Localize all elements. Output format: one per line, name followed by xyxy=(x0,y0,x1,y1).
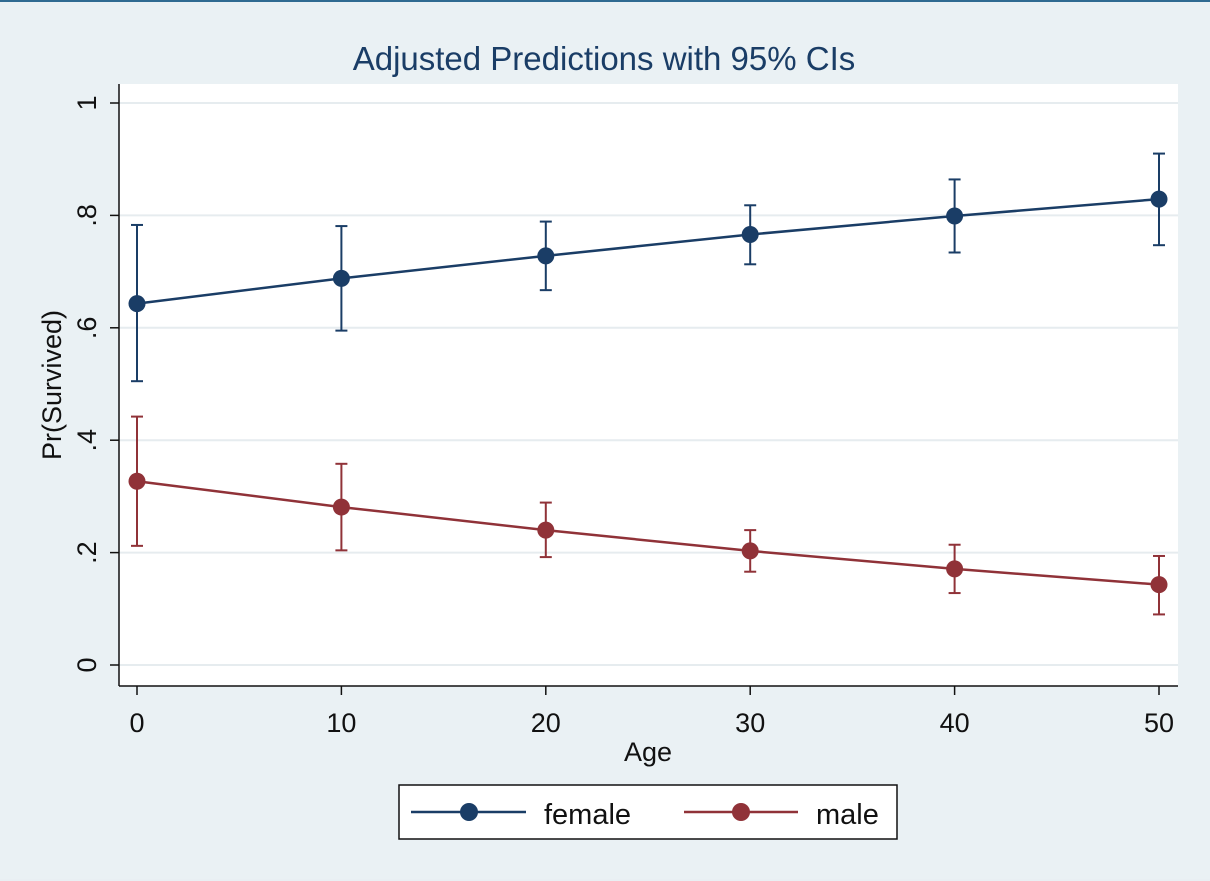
data-points xyxy=(128,190,1168,594)
data-point-male xyxy=(1150,576,1168,594)
y-axis-title: Pr(Survived) xyxy=(37,310,67,460)
plot-area xyxy=(119,84,1178,686)
series-line-female xyxy=(136,197,1160,305)
data-point-male xyxy=(128,472,146,490)
data-point-male xyxy=(741,542,759,560)
legend-marker-male xyxy=(732,803,750,821)
legend-marker-female xyxy=(460,803,478,821)
y-tick-label: 0 xyxy=(72,657,102,672)
chart-title: Adjusted Predictions with 95% CIs xyxy=(353,40,856,77)
data-point-female xyxy=(946,207,964,225)
y-tick-label: .8 xyxy=(72,204,102,227)
x-tick-label: 30 xyxy=(735,708,765,738)
grid-lines xyxy=(119,102,1178,666)
legend-label-female: female xyxy=(544,799,631,831)
x-tick-label: 40 xyxy=(940,708,970,738)
data-point-female xyxy=(1150,190,1168,208)
x-tick-label: 50 xyxy=(1144,708,1174,738)
x-ticks: 0 10 20 30 40 50 xyxy=(129,686,1174,738)
axes xyxy=(118,84,1178,687)
series-line-male xyxy=(136,479,1160,586)
data-point-male xyxy=(537,521,555,539)
data-point-male xyxy=(332,498,350,516)
x-axis-title: Age xyxy=(624,737,672,767)
series-lines xyxy=(136,197,1160,586)
y-tick-label: 1 xyxy=(72,95,102,110)
x-tick-label: 20 xyxy=(531,708,561,738)
x-tick-label: 0 xyxy=(129,708,144,738)
y-tick-label: .2 xyxy=(72,541,102,564)
data-point-female xyxy=(741,226,759,244)
y-tick-label: .6 xyxy=(72,317,102,340)
data-point-female xyxy=(332,269,350,287)
data-point-female xyxy=(537,247,555,265)
legend: female male xyxy=(398,784,898,840)
data-point-male xyxy=(946,560,964,578)
data-point-female xyxy=(128,295,146,313)
y-tick-label: .4 xyxy=(72,429,102,452)
legend-label-male: male xyxy=(816,799,879,831)
x-tick-label: 10 xyxy=(326,708,356,738)
y-ticks: 0 .2 .4 .6 .8 1 xyxy=(72,95,119,673)
